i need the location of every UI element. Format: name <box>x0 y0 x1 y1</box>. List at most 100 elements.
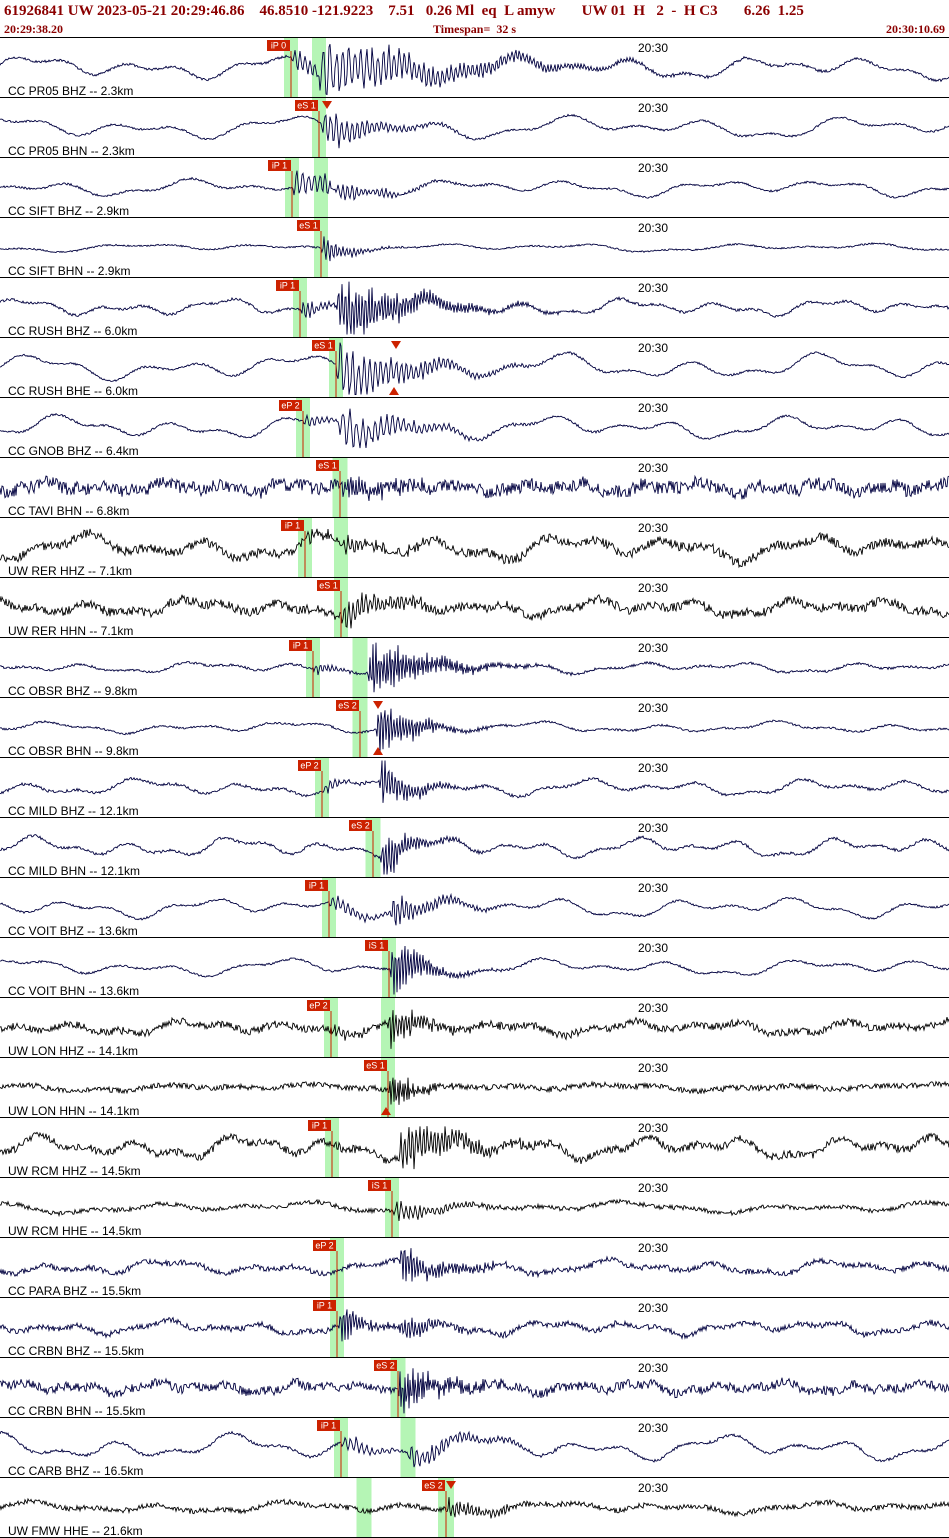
trace-plot[interactable]: iP 1 20:30 UW RER HHZ -- 7.1km <box>0 518 949 577</box>
trace-plot[interactable]: iP 1 20:30 CC VOIT BHZ -- 13.6km <box>0 878 949 937</box>
trace-row-rcm-hhe: iS 1 20:30 UW RCM HHE -- 14.5km <box>0 1178 949 1238</box>
trace-plot[interactable]: iS 1 20:30 CC VOIT BHN -- 13.6km <box>0 938 949 997</box>
trace-plot[interactable]: eP 2 20:30 UW LON HHZ -- 14.1km <box>0 998 949 1057</box>
waveform-path[interactable] <box>0 281 949 335</box>
pick-flag[interactable] <box>422 1480 445 1491</box>
channel-label: CC MILD BHN -- 12.1km <box>8 864 140 877</box>
trace-plot[interactable]: eP 2 20:30 CC MILD BHZ -- 12.1km <box>0 758 949 817</box>
trace-plot[interactable]: eS 1 20:30 CC RUSH BHE -- 6.0km <box>0 338 949 397</box>
waveform-path[interactable] <box>0 832 949 875</box>
minute-label: 20:30 <box>638 581 668 595</box>
trace-plot[interactable]: eS 1 20:30 CC PR05 BHN -- 2.3km <box>0 98 949 157</box>
pick-flag[interactable] <box>268 160 291 171</box>
pick-flag[interactable] <box>295 100 318 111</box>
waveform-path[interactable] <box>0 708 949 755</box>
pick-flag[interactable] <box>297 220 320 231</box>
pick-flag-label: eS 1 <box>319 581 338 591</box>
waveform-path[interactable] <box>0 1009 949 1049</box>
pick-flag[interactable] <box>365 940 388 951</box>
trace-plot[interactable]: eS 2 20:30 UW FMW HHE -- 21.6km <box>0 1478 949 1537</box>
pick-flag-label: eS 2 <box>424 1481 443 1491</box>
waveform-path[interactable] <box>0 1077 949 1105</box>
pick-flag[interactable] <box>349 820 372 831</box>
pick-flag[interactable] <box>279 400 302 411</box>
waveform-path[interactable] <box>0 592 949 629</box>
pick-flag-label: iP 1 <box>285 521 300 531</box>
pick-flag[interactable] <box>289 640 312 651</box>
waveform-path[interactable] <box>0 892 949 926</box>
pick-flag[interactable] <box>267 40 290 51</box>
trace-plot[interactable]: iP 1 20:30 CC SIFT BHZ -- 2.9km <box>0 158 949 217</box>
waveform-path[interactable] <box>0 342 949 395</box>
amplitude-marker-up-icon[interactable] <box>381 1107 391 1115</box>
pick-flag[interactable] <box>317 1420 340 1431</box>
waveform-path[interactable] <box>0 760 949 803</box>
waveform-path[interactable] <box>0 1309 949 1342</box>
waveform-path[interactable] <box>0 1198 949 1222</box>
waveform-path[interactable] <box>0 1430 949 1468</box>
pick-flag[interactable] <box>368 1180 391 1191</box>
waveform-path[interactable] <box>0 170 949 201</box>
pick-flag[interactable] <box>308 1120 331 1131</box>
waveform-path[interactable] <box>0 945 949 995</box>
pick-flag[interactable] <box>364 1060 387 1071</box>
minute-label: 20:30 <box>638 1061 668 1075</box>
waveform-path[interactable] <box>0 408 949 449</box>
pick-flag[interactable] <box>313 1300 336 1311</box>
trace-plot[interactable]: eP 2 20:30 CC GNOB BHZ -- 6.4km <box>0 398 949 457</box>
trace-plot[interactable]: eS 2 20:30 CC MILD BHN -- 12.1km <box>0 818 949 877</box>
trace-plot[interactable]: iP 1 20:30 CC CARB BHZ -- 16.5km <box>0 1418 949 1477</box>
trace-plot[interactable]: iP 1 20:30 CC CRBN BHZ -- 15.5km <box>0 1298 949 1357</box>
waveform-path[interactable] <box>0 528 949 569</box>
amplitude-marker-up-icon[interactable] <box>373 747 383 755</box>
pick-flag-label: iP 1 <box>317 1301 332 1311</box>
channel-label: CC PARA BHZ -- 15.5km <box>8 1284 141 1297</box>
amplitude-marker-down-icon[interactable] <box>446 1481 456 1489</box>
waveform-path[interactable] <box>0 1368 949 1414</box>
channel-label: CC OBSR BHN -- 9.8km <box>8 744 139 757</box>
trace-plot[interactable]: eS 2 20:30 CC CRBN BHN -- 15.5km <box>0 1358 949 1417</box>
waveform-path[interactable] <box>0 474 949 501</box>
trace-plot[interactable]: eS 1 20:30 UW LON HHN -- 14.1km <box>0 1058 949 1117</box>
pick-flag[interactable] <box>298 760 321 771</box>
trace-plot[interactable]: eS 1 20:30 CC TAVI BHN -- 6.8km <box>0 458 949 517</box>
waveform-path[interactable] <box>0 642 949 693</box>
waveform-path[interactable] <box>0 1248 949 1282</box>
trace-plot[interactable]: iS 1 20:30 UW RCM HHE -- 14.5km <box>0 1178 949 1237</box>
waveform-path[interactable] <box>0 113 949 149</box>
waveform-path[interactable] <box>0 1497 949 1519</box>
waveform-path[interactable] <box>0 1126 949 1170</box>
pick-flag[interactable] <box>316 460 339 471</box>
pick-flag[interactable] <box>276 280 299 291</box>
amplitude-marker-down-icon[interactable] <box>391 341 401 349</box>
trace-plot[interactable]: eS 1 20:30 UW RER HHN -- 7.1km <box>0 578 949 637</box>
pick-flag-label: eP 2 <box>300 761 318 771</box>
waveform-path[interactable] <box>0 44 949 96</box>
trace-plot[interactable]: iP 1 20:30 UW RCM HHZ -- 14.5km <box>0 1118 949 1177</box>
trace-plot[interactable]: iP 1 20:30 CC RUSH BHZ -- 6.0km <box>0 278 949 337</box>
pick-flag[interactable] <box>336 700 359 711</box>
pick-flag[interactable] <box>374 1360 397 1371</box>
amplitude-marker-down-icon[interactable] <box>373 701 383 709</box>
minute-label: 20:30 <box>638 1361 668 1375</box>
amplitude-marker-down-icon[interactable] <box>322 101 332 109</box>
pick-flag-label: eS 1 <box>318 461 337 471</box>
minute-label: 20:30 <box>638 1481 668 1495</box>
channel-label: CC VOIT BHZ -- 13.6km <box>8 924 138 937</box>
pick-flag[interactable] <box>317 580 340 591</box>
trace-plot[interactable]: iP 0 20:30 CC PR05 BHZ -- 2.3km <box>0 38 949 97</box>
pick-flag[interactable] <box>312 340 335 351</box>
amplitude-marker-up-icon[interactable] <box>389 387 399 395</box>
pick-flag[interactable] <box>307 1000 330 1011</box>
minute-label: 20:30 <box>638 401 668 415</box>
waveform-path[interactable] <box>0 236 949 262</box>
trace-plot[interactable]: eS 2 20:30 CC OBSR BHN -- 9.8km <box>0 698 949 757</box>
pick-flag-label: iS 1 <box>369 941 385 951</box>
trace-row-voit-bhn: iS 1 20:30 CC VOIT BHN -- 13.6km <box>0 938 949 998</box>
trace-plot[interactable]: iP 1 20:30 CC OBSR BHZ -- 9.8km <box>0 638 949 697</box>
trace-plot[interactable]: eP 2 20:30 CC PARA BHZ -- 15.5km <box>0 1238 949 1297</box>
trace-plot[interactable]: eS 1 20:30 CC SIFT BHN -- 2.9km <box>0 218 949 277</box>
pick-flag[interactable] <box>281 520 304 531</box>
pick-flag[interactable] <box>305 880 328 891</box>
pick-flag[interactable] <box>313 1240 336 1251</box>
